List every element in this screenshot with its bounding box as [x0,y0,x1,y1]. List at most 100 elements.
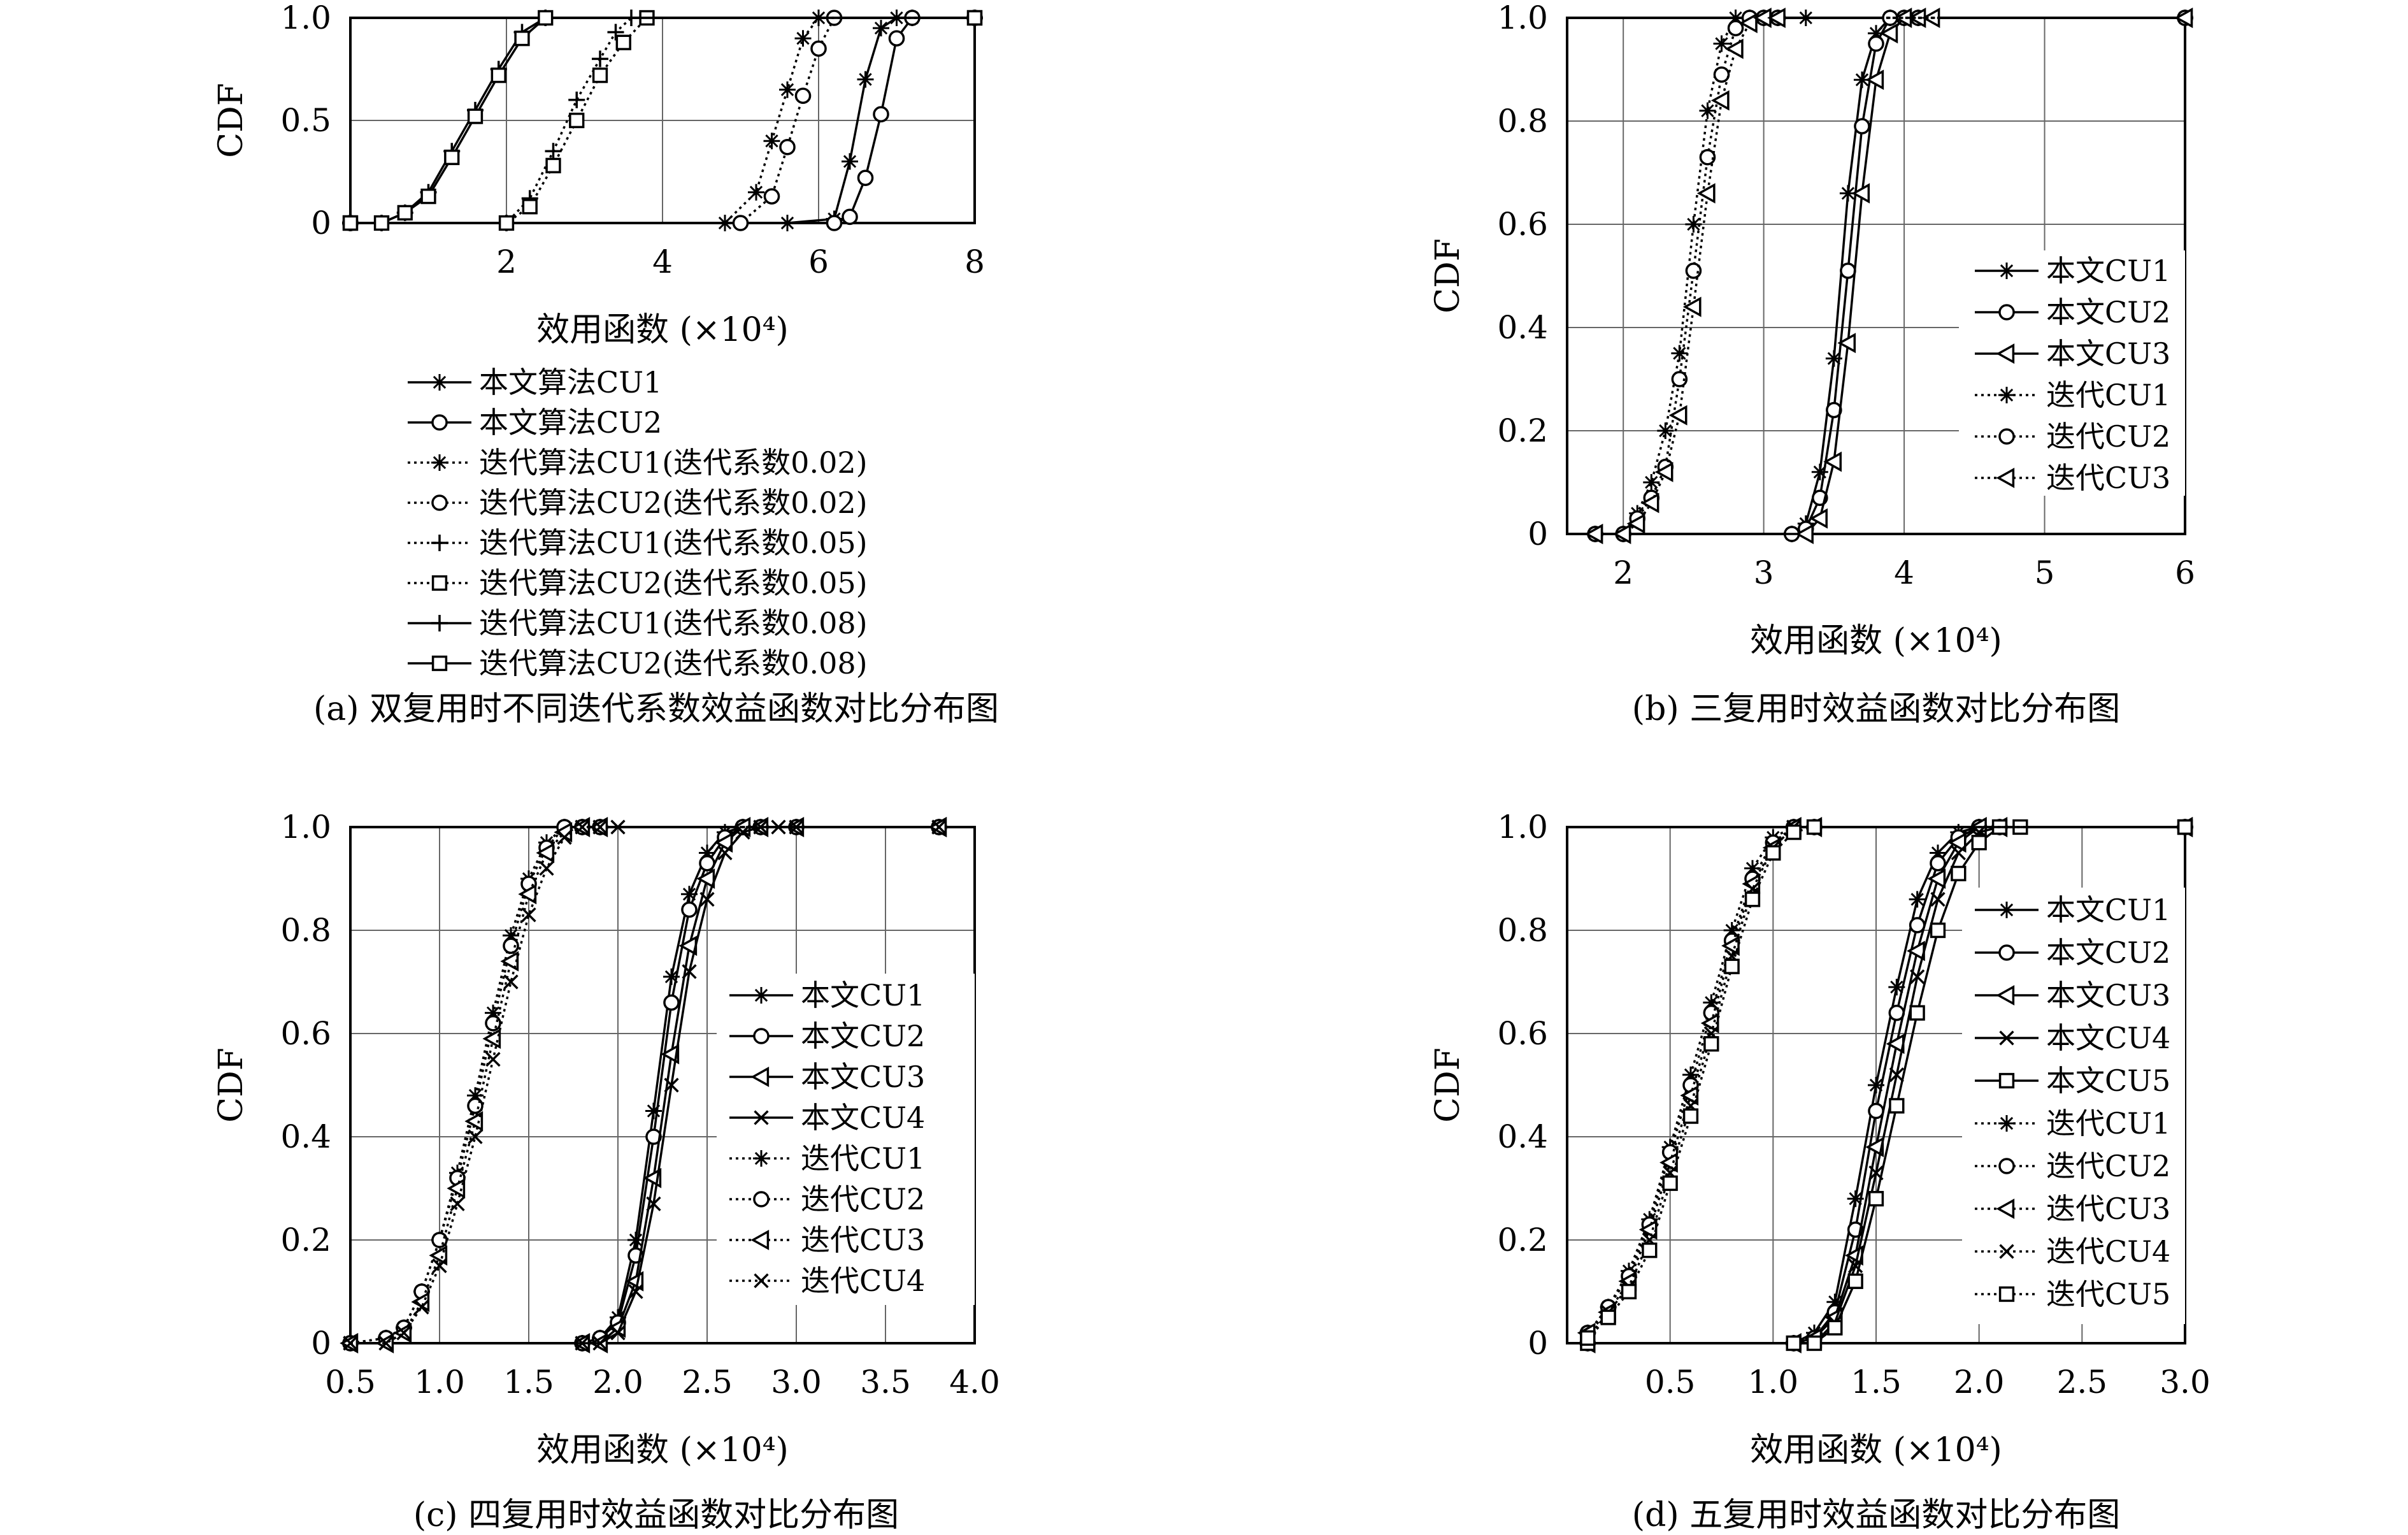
chart-panel-b: 2 3 4 5 6 0 0.2 0.4 0.6 0.8 1.0 效用函数 (×10⁴) CDF 本文CU1… [1429,0,2195,728]
data-point [610,819,626,835]
y-tick-label: 0.6 [1497,1015,1548,1052]
legend-marker [1996,343,2015,364]
data-point [1685,216,1702,233]
data-point [1767,8,1786,28]
data-point [1847,1190,1864,1207]
data-point [663,994,680,1011]
data-point [1626,513,1645,534]
data-point [592,50,608,68]
y-tick-label: 0 [1528,1325,1548,1362]
data-point [931,819,947,835]
panel-caption: (a) 双复用时不同迭代系数效益函数对比分布图 [313,690,999,728]
data-point [1662,1175,1678,1192]
data-point [1699,148,1716,166]
data-point [1668,405,1688,426]
data-point [1868,25,1884,42]
legend-label: 迭代CU2 [2046,419,2170,454]
y-axis-title: CDF [1429,238,1467,313]
y-axis-title: CDF [1429,1048,1467,1123]
series-5 [1580,819,2193,1351]
x-tick-label: 5 [2035,554,2055,591]
legend-label: 迭代CU1 [801,1141,925,1176]
legend-marker [431,655,448,672]
legend-marker [754,1273,769,1288]
legend-marker [431,575,448,591]
data-point [503,927,519,944]
y-tick-label: 0.4 [280,1118,331,1155]
data-point [1643,474,1660,491]
data-point [444,149,460,166]
legend-marker [1998,1286,2015,1302]
x-tick-label: 2.5 [2057,1364,2108,1401]
data-point [1889,1098,1905,1114]
data-point [661,1044,680,1065]
data-point [1909,891,1926,908]
data-point [732,215,749,231]
legend-marker [1998,387,2015,403]
legend-marker [431,454,448,471]
data-point [627,1232,644,1248]
data-point [1865,69,1884,90]
legend-label: 本文算法CU2 [479,405,662,440]
data-point [717,845,733,861]
legend-label: 迭代CU2 [801,1182,925,1216]
y-axis-title: CDF [212,1048,250,1123]
x-tick-label: 3.0 [2160,1364,2211,1401]
data-point [545,157,561,173]
data-point [1638,1219,1658,1240]
data-point [1710,90,1730,111]
data-point [378,1336,394,1351]
x-tick-label: 3.0 [771,1364,822,1401]
data-point [1671,345,1688,362]
legend-marker [750,1067,770,1087]
data-point [1909,1005,1925,1021]
data-point [514,31,530,47]
y-tick-label: 0 [1528,515,1548,552]
data-point [568,91,585,108]
legend: 本文算法CU1 本文算法CU2 迭代算法CU1(迭代系数0.02) 迭代算法CU2(迭… [408,365,868,681]
data-point [467,1087,484,1104]
data-point [1612,524,1631,544]
data-point [429,1245,448,1266]
y-tick-label: 0.2 [1497,412,1548,449]
data-point [450,1196,465,1211]
y-tick-label: 0.8 [280,912,331,949]
x-tick-label: 1.5 [1851,1364,1902,1401]
data-point [432,1258,447,1274]
legend-label: 迭代CU4 [801,1264,925,1298]
data-point [397,205,413,221]
data-point [1930,854,1946,872]
legend: 本文CU1 本文CU2 本文CU3 本文CU4 迭代CU1 迭代CU2 迭代CU3 迭代CU4 [717,974,975,1305]
legend-label: 迭代算法CU2(迭代系数0.02) [479,486,868,520]
legend-label: 本文CU1 [801,978,925,1013]
data-point [1930,922,1946,939]
data-point [1727,20,1744,37]
legend-marker [1998,1072,2015,1089]
data-point [873,20,889,37]
x-tick-label: 1.0 [1748,1364,1799,1401]
data-point [522,199,538,215]
data-point [396,1325,412,1341]
data-point [966,10,983,26]
y-tick-label: 0.6 [280,1015,331,1052]
data-point [1738,13,1758,34]
data-point [545,143,562,160]
data-point [717,215,733,231]
data-point [607,24,624,41]
data-point [1744,860,1761,877]
data-point [1685,263,1702,279]
data-point [1888,979,1905,996]
chart-panel-c: 0.5 1.0 1.5 2.0 2.5 3.0 3.5 4.0 0 0.2 0.4 0.6 0.8 1.0… [212,809,1000,1534]
series-line [350,17,975,224]
data-point [696,868,715,889]
legend-label: 迭代CU4 [2046,1234,2170,1269]
data-point [557,830,572,845]
legend-marker [1998,304,2015,321]
legend-marker [431,374,448,391]
data-point [857,169,874,186]
data-point [2177,819,2193,835]
data-point [1723,922,1740,939]
legend-label: 迭代算法CU1(迭代系数0.08) [479,606,868,640]
data-point [628,1284,643,1299]
